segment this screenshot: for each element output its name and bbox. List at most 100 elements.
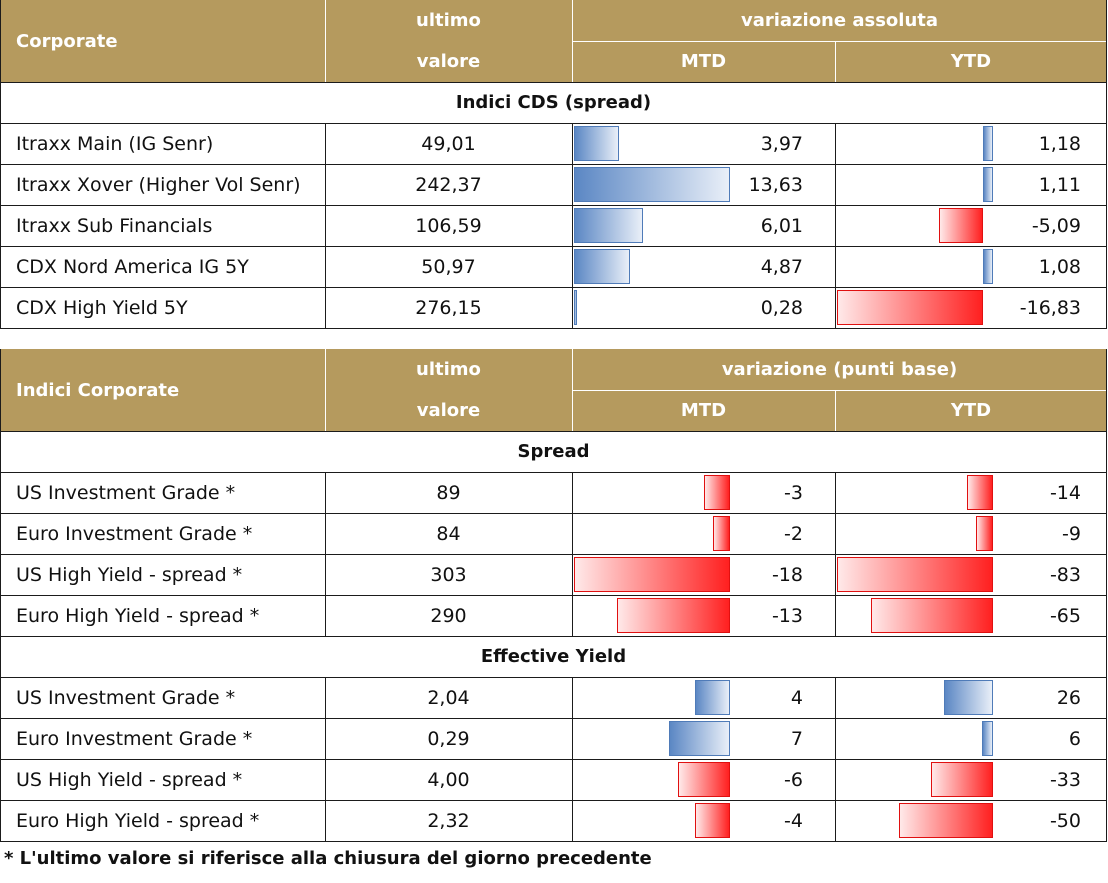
table-row: CDX Nord America IG 5Y 50,97 4,87 1,08 (0, 246, 1107, 287)
row-name: Euro High Yield - spread * (16, 809, 260, 832)
ytd-value: -33 (1049, 768, 1081, 791)
ytd-value: -65 (1049, 604, 1081, 627)
ytd-value: -50 (1049, 809, 1081, 832)
section-row: Spread (0, 431, 1107, 472)
row-value: 303 (430, 563, 467, 586)
header-group: variazione assoluta (740, 10, 939, 31)
mtd-bar (574, 249, 630, 284)
table-row: Itraxx Sub Financials 106,59 6,01 -5,09 (0, 205, 1107, 246)
header-mtd: MTD (680, 400, 727, 421)
mtd-value: -18 (771, 563, 803, 586)
mtd-value: 6,01 (760, 214, 803, 237)
ytd-value: 1,11 (1038, 173, 1081, 196)
mtd-value: 4,87 (760, 255, 803, 278)
ytd-value: 1,08 (1038, 255, 1081, 278)
cds-table: Corporate ultimo valore variazione assol… (0, 0, 1107, 328)
ytd-value: -9 (1062, 522, 1081, 545)
ytd-bar (983, 167, 993, 202)
ytd-value: 6 (1068, 727, 1081, 750)
mtd-value: -4 (784, 809, 803, 832)
mtd-bar (574, 208, 643, 243)
mtd-value: -2 (784, 522, 803, 545)
table-row: US High Yield - spread * 303 -18 -83 (0, 554, 1107, 595)
mtd-bar (669, 721, 730, 756)
footnote: * L'ultimo valore si riferisce alla chiu… (4, 848, 652, 869)
section-row: Effective Yield (0, 636, 1107, 677)
section-title: Spread (0, 431, 1107, 472)
ytd-bar (976, 516, 993, 551)
section-row: Indici CDS (spread) (0, 82, 1107, 123)
ytd-bar (944, 680, 993, 715)
mtd-bar (695, 803, 730, 838)
header-corner: Corporate (16, 30, 118, 52)
row-value: 106,59 (415, 214, 482, 237)
row-value: 4,00 (427, 768, 470, 791)
mtd-value: -6 (784, 768, 803, 791)
row-name: Itraxx Main (IG Senr) (16, 132, 214, 155)
row-name: CDX Nord America IG 5Y (16, 255, 249, 278)
mtd-bar (704, 475, 730, 510)
header-valore: valore (416, 51, 481, 72)
table-row: Itraxx Main (IG Senr) 49,01 3,97 1,18 (0, 123, 1107, 164)
row-value: 84 (436, 522, 461, 545)
row-name: US Investment Grade * (16, 686, 236, 709)
row-value: 49,01 (421, 132, 476, 155)
ytd-bar (981, 721, 993, 756)
row-name: US High Yield - spread * (16, 563, 243, 586)
section-title: Effective Yield (0, 636, 1107, 677)
mtd-value: 4 (790, 686, 803, 709)
row-name: Euro Investment Grade * (16, 522, 253, 545)
row-value: 0,29 (427, 727, 470, 750)
table-row: US Investment Grade * 89 -3 -14 (0, 472, 1107, 513)
ytd-value: -14 (1049, 481, 1081, 504)
header-ultimo: ultimo (416, 10, 481, 31)
mtd-bar (574, 167, 730, 202)
row-name: CDX High Yield 5Y (16, 296, 188, 319)
ytd-bar (870, 598, 993, 633)
row-value: 2,32 (427, 809, 470, 832)
cds-table-header: Corporate ultimo valore variazione assol… (0, 0, 1107, 82)
mtd-value: 3,97 (760, 132, 803, 155)
header-group: variazione (punti base) (721, 359, 958, 380)
ytd-bar (983, 249, 993, 284)
header-valore: valore (416, 400, 481, 421)
header-ultimo: ultimo (416, 359, 481, 380)
table-row: US High Yield - spread * 4,00 -6 -33 (0, 759, 1107, 800)
ytd-bar (837, 557, 993, 592)
row-value: 242,37 (415, 173, 482, 196)
mtd-bar (574, 126, 620, 161)
row-value: 2,04 (427, 686, 470, 709)
corporate-table-header: Indici Corporate ultimo valore variazion… (0, 349, 1107, 431)
table-row: CDX High Yield 5Y 276,15 0,28 -16,83 (0, 287, 1107, 328)
row-name: Itraxx Xover (Higher Vol Senr) (16, 173, 301, 196)
table-row: Euro High Yield - spread * 290 -13 -65 (0, 595, 1107, 636)
ytd-bar (966, 475, 993, 510)
row-name: US High Yield - spread * (16, 768, 243, 791)
header-ytd: YTD (950, 51, 992, 72)
ytd-bar (938, 208, 983, 243)
table-row: Euro Investment Grade * 84 -2 -9 (0, 513, 1107, 554)
header-ytd: YTD (950, 400, 992, 421)
row-name: Euro Investment Grade * (16, 727, 253, 750)
row-value: 50,97 (421, 255, 476, 278)
mtd-value: -13 (771, 604, 803, 627)
ytd-value: -16,83 (1019, 296, 1081, 319)
header-corner: Indici Corporate (16, 379, 180, 401)
mtd-bar (574, 557, 730, 592)
ytd-bar (899, 803, 993, 838)
row-name: Euro High Yield - spread * (16, 604, 260, 627)
corporate-table: Indici Corporate ultimo valore variazion… (0, 349, 1107, 838)
row-value: 89 (436, 481, 461, 504)
ytd-value: 26 (1056, 686, 1081, 709)
mtd-value: 7 (790, 727, 803, 750)
table-row: Itraxx Xover (Higher Vol Senr) 242,37 13,6… (0, 164, 1107, 205)
ytd-value: 1,18 (1038, 132, 1081, 155)
mtd-bar (574, 290, 578, 325)
table-row: Euro High Yield - spread * 2,32 -4 -50 (0, 800, 1107, 841)
header-mtd: MTD (680, 51, 727, 72)
ytd-value: -83 (1049, 563, 1081, 586)
mtd-bar (695, 680, 730, 715)
row-value: 290 (430, 604, 467, 627)
mtd-bar (617, 598, 730, 633)
ytd-bar (930, 762, 993, 797)
